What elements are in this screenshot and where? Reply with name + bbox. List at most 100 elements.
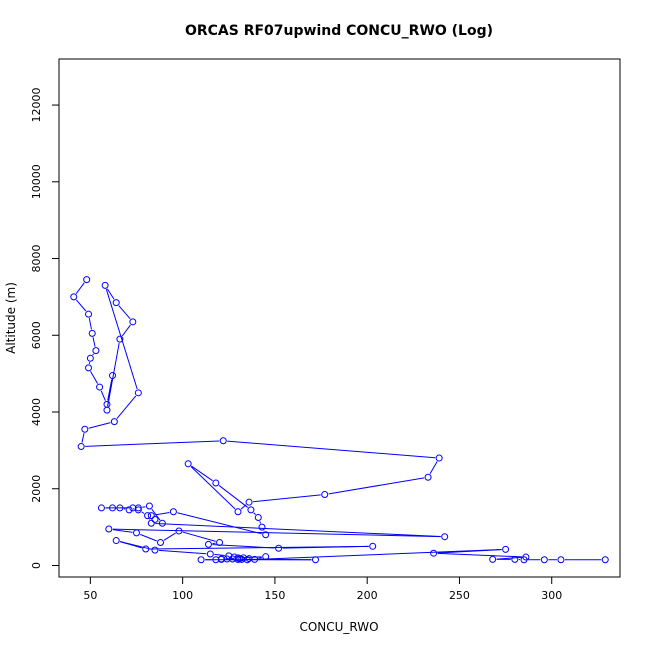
series-segment bbox=[155, 522, 441, 538]
series-segment bbox=[92, 353, 94, 356]
series-segment bbox=[141, 511, 145, 514]
data-point bbox=[312, 556, 320, 564]
data-point bbox=[502, 545, 510, 553]
data-point bbox=[96, 383, 104, 391]
data-point bbox=[254, 514, 262, 522]
data-point bbox=[112, 299, 120, 307]
data-point bbox=[216, 538, 224, 546]
data-point bbox=[197, 556, 205, 564]
x-tick-label: 50 bbox=[83, 589, 97, 602]
data-point bbox=[97, 504, 105, 512]
x-tick-label: 300 bbox=[541, 589, 562, 602]
data-point bbox=[175, 527, 183, 535]
series-segment bbox=[149, 545, 369, 550]
series-segment bbox=[227, 440, 436, 459]
series-segment bbox=[100, 390, 106, 401]
data-point bbox=[109, 504, 117, 512]
x-axis: 50 100 150 200 250 300 bbox=[83, 576, 562, 602]
series-segment bbox=[190, 466, 236, 510]
series-segment bbox=[81, 433, 85, 443]
data-point bbox=[101, 281, 109, 289]
data-point bbox=[251, 555, 259, 563]
series-segment bbox=[92, 337, 96, 347]
series-segment bbox=[437, 549, 502, 554]
series-segment bbox=[112, 529, 133, 533]
series-segment bbox=[75, 282, 85, 294]
data-point bbox=[321, 491, 329, 499]
x-tick-label: 150 bbox=[264, 589, 285, 602]
data-point bbox=[369, 542, 377, 550]
data-point bbox=[158, 519, 166, 527]
x-axis-label: CONCU_RWO bbox=[299, 620, 378, 634]
y-axis-label: Altitude (m) bbox=[4, 282, 18, 354]
data-point bbox=[258, 523, 266, 531]
data-point bbox=[219, 437, 227, 445]
series-segment bbox=[118, 305, 131, 320]
series-segment bbox=[218, 485, 249, 508]
series-segment bbox=[182, 531, 216, 542]
series-segment bbox=[88, 422, 111, 429]
series-segment bbox=[253, 494, 321, 503]
data-point bbox=[125, 506, 133, 514]
data-point bbox=[151, 515, 159, 523]
data-point bbox=[169, 508, 177, 516]
data-point bbox=[441, 533, 449, 541]
data-point bbox=[92, 347, 100, 355]
data-point bbox=[134, 389, 142, 397]
data-point bbox=[151, 546, 159, 554]
data-point bbox=[70, 293, 78, 301]
data-point bbox=[540, 556, 548, 564]
series-segment bbox=[429, 461, 438, 475]
data-point bbox=[204, 540, 212, 548]
series-segment bbox=[151, 508, 161, 521]
data-point bbox=[86, 354, 94, 362]
series-segment bbox=[105, 289, 138, 390]
data-point bbox=[147, 512, 155, 520]
data-point bbox=[144, 512, 152, 520]
x-tick-label: 200 bbox=[357, 589, 378, 602]
data-point bbox=[77, 443, 85, 451]
data-point bbox=[109, 372, 117, 380]
y-axis: 0 2000 4000 6000 8000 10000 12000 bbox=[30, 88, 60, 569]
data-point bbox=[116, 504, 124, 512]
y-tick-label: 8000 bbox=[30, 245, 43, 273]
data-point bbox=[81, 425, 89, 433]
series-segment bbox=[121, 324, 131, 337]
data-point bbox=[601, 556, 609, 564]
series-segment bbox=[142, 506, 146, 508]
series-segment bbox=[212, 542, 216, 545]
data-point bbox=[435, 454, 443, 462]
data-point bbox=[262, 553, 270, 561]
series-segment bbox=[259, 521, 262, 524]
series-segment bbox=[214, 553, 225, 556]
series-segment bbox=[155, 511, 170, 516]
series-segment bbox=[437, 552, 522, 558]
series-segment bbox=[191, 465, 213, 482]
data-point bbox=[245, 498, 253, 506]
series-segment bbox=[75, 299, 87, 312]
data-point bbox=[83, 276, 91, 284]
data-point bbox=[147, 519, 155, 527]
data-point bbox=[110, 418, 118, 426]
series-segment bbox=[85, 440, 220, 447]
series-segment bbox=[251, 549, 502, 561]
data-point bbox=[430, 549, 438, 557]
data-point bbox=[206, 550, 214, 558]
data-point bbox=[217, 555, 225, 563]
data-point bbox=[243, 556, 251, 564]
series-segment bbox=[107, 342, 120, 407]
data-point bbox=[103, 406, 111, 414]
series-segment bbox=[112, 528, 441, 538]
series-segment bbox=[163, 532, 176, 541]
data-point bbox=[85, 364, 93, 372]
data-point bbox=[234, 508, 242, 516]
series-segment bbox=[158, 549, 207, 555]
y-tick-label: 12000 bbox=[30, 88, 43, 123]
series-segment bbox=[258, 557, 262, 559]
series-segment bbox=[106, 288, 115, 300]
y-tick-label: 4000 bbox=[30, 398, 43, 426]
data-point bbox=[424, 473, 432, 481]
data-point bbox=[105, 525, 113, 533]
data-point bbox=[129, 318, 137, 326]
